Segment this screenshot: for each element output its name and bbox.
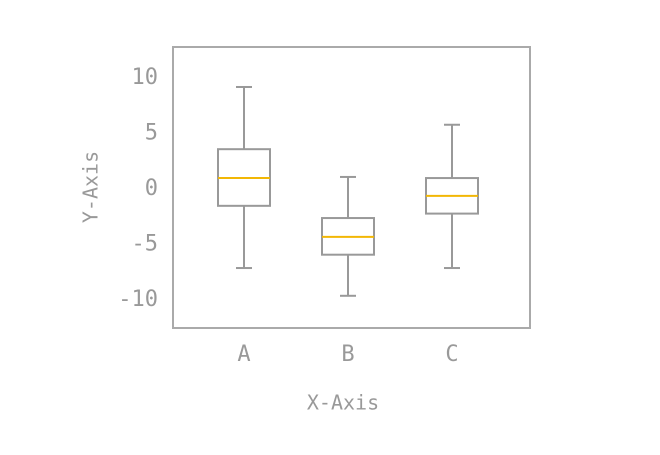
x-axis-label: X-Axis: [307, 391, 379, 415]
y-tick-label: 10: [132, 65, 159, 90]
plot-frame: [172, 46, 531, 329]
y-axis-label: Y-Axis: [79, 151, 103, 223]
y-tick-label: 0: [145, 176, 158, 201]
x-tick-label: A: [237, 342, 250, 367]
x-tick-label: B: [341, 342, 354, 367]
y-tick-label: -10: [118, 287, 158, 312]
y-tick-label: -5: [132, 232, 159, 257]
x-tick-label: C: [445, 342, 458, 367]
y-tick-label: 5: [145, 121, 158, 146]
